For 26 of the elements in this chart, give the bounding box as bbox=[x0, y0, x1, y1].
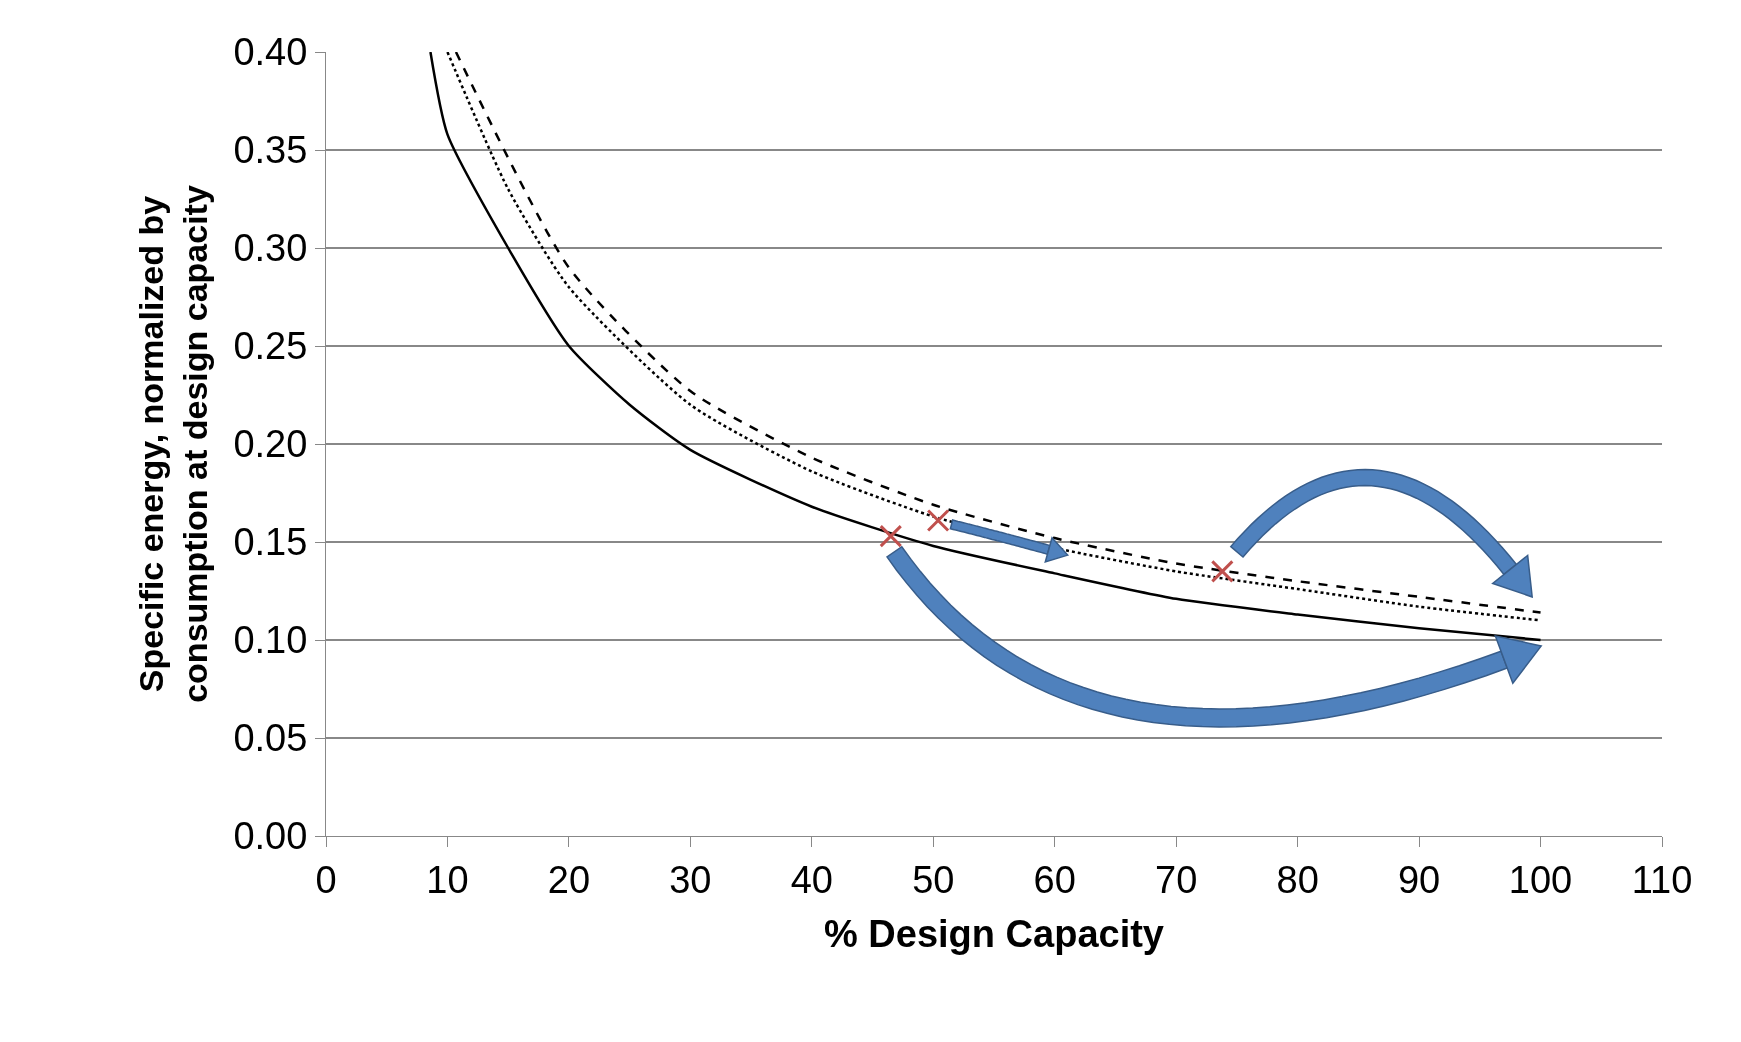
y-tick-label: 0.35 bbox=[233, 129, 308, 172]
x-tick-label: 40 bbox=[790, 858, 833, 901]
y-tick-label: 0.00 bbox=[233, 815, 308, 858]
x-tick-label: 80 bbox=[1276, 858, 1319, 901]
x-tick-label: 100 bbox=[1508, 858, 1573, 901]
x-tick-label: 20 bbox=[547, 858, 591, 901]
y-tick-label: 0.05 bbox=[233, 717, 308, 760]
x-tick-label: 70 bbox=[1155, 858, 1198, 901]
x-tick-label: 60 bbox=[1033, 858, 1076, 901]
y-tick-label: 0.20 bbox=[233, 423, 308, 466]
x-axis-title: % Design Capacity bbox=[824, 912, 1164, 955]
y-tick-label: 0.25 bbox=[233, 325, 308, 368]
point bbox=[1210, 559, 1234, 583]
y-axis-title: Specific energy, normalized by consumption at design capacity bbox=[131, 185, 215, 703]
x-tick-label: 0 bbox=[315, 858, 337, 901]
y-tick-label: 0.15 bbox=[233, 521, 308, 564]
x-tick-label: 50 bbox=[912, 858, 955, 901]
x-tick-label: 10 bbox=[426, 858, 469, 901]
y-tick-label: 0.10 bbox=[233, 619, 308, 662]
x-tick-label: 90 bbox=[1397, 858, 1441, 901]
point bbox=[879, 524, 903, 548]
y-tick-label: 0.30 bbox=[233, 227, 308, 270]
x-tick-label: 110 bbox=[1631, 858, 1693, 901]
x-tick-label: 30 bbox=[669, 858, 712, 901]
y-tick-label: 0.40 bbox=[233, 31, 308, 74]
point bbox=[926, 508, 950, 532]
